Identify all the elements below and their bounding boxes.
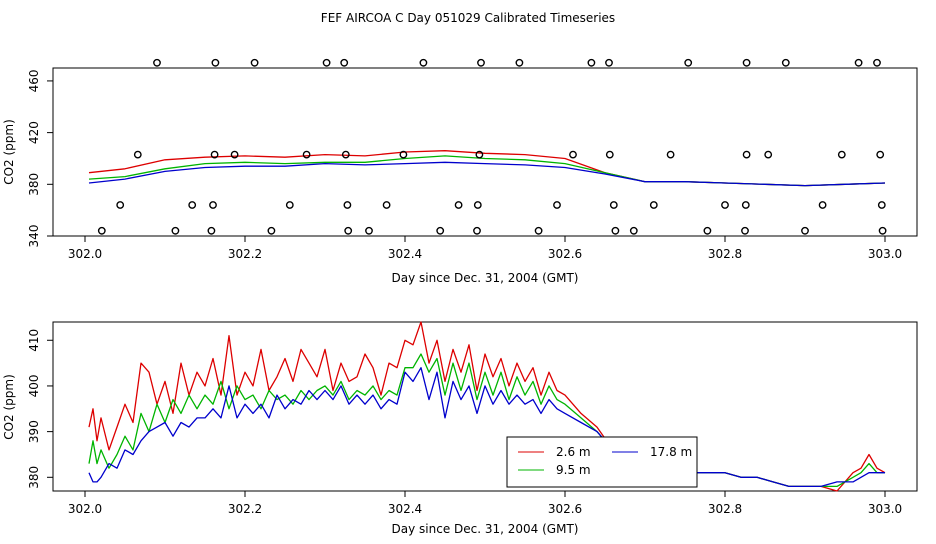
data-point-marker (741, 201, 750, 209)
data-point-marker (344, 226, 353, 235)
data-point-marker (703, 226, 712, 235)
data-point-marker (340, 58, 349, 67)
data-point-marker (250, 58, 259, 67)
data-point-marker (818, 201, 827, 209)
bottom-x-axis-label: Day since Dec. 31, 2004 (GMT) (392, 522, 579, 536)
data-point-marker (207, 226, 216, 235)
data-point-marker (97, 226, 106, 235)
x-tick-label: 302.8 (708, 247, 742, 261)
data-point-marker (605, 150, 614, 159)
data-point-marker (209, 201, 217, 209)
data-point-marker (133, 150, 142, 159)
legend: 2.6 m 9.5 m 17.8 m (506, 436, 698, 488)
x-tick-label: 302.2 (228, 247, 262, 261)
series-line-178m (88, 161, 886, 187)
top-y-axis-label: CO2 (ppm) (2, 119, 16, 185)
data-point-marker (684, 58, 693, 67)
data-point-marker (343, 201, 352, 209)
bottom-panel: 302.0 302.2 302.4 302.6 302.8 303.0 380 390 400 4… (2, 321, 918, 536)
data-point-marker (267, 226, 276, 235)
x-tick-label: 302.0 (68, 502, 102, 516)
data-point-marker (553, 201, 561, 209)
x-tick-label: 302.8 (708, 502, 742, 516)
data-point-marker (609, 201, 618, 209)
data-point-marker (419, 58, 428, 67)
data-point-marker (477, 58, 485, 67)
series-line-95m (88, 155, 886, 187)
data-point-marker (341, 150, 350, 159)
data-point-marker (876, 150, 885, 159)
data-point-marker (605, 58, 613, 67)
data-point-marker (302, 150, 311, 159)
data-point-marker (188, 201, 197, 209)
data-point-marker (587, 58, 596, 67)
data-point-marker (365, 226, 373, 235)
y-tick-label: 420 (27, 121, 41, 144)
data-point-marker (649, 201, 658, 209)
data-point-marker (666, 150, 675, 159)
data-point-marker (878, 226, 887, 235)
series-line-26m (88, 321, 886, 492)
data-point-marker (837, 150, 846, 159)
x-tick-label: 303.0 (868, 247, 902, 261)
data-point-marker (781, 58, 790, 67)
data-point-marker (611, 226, 620, 235)
chart-title: FEF AIRCOA C Day 051029 Calibrated Times… (321, 11, 615, 25)
data-point-marker (742, 58, 751, 67)
data-point-marker (515, 58, 524, 67)
x-tick-label: 302.6 (548, 247, 582, 261)
data-point-marker (873, 58, 881, 67)
data-point-marker (742, 150, 751, 159)
data-point-marker (382, 201, 391, 209)
data-point-marker (399, 150, 408, 159)
bottom-y-axis-label: CO2 (ppm) (2, 374, 16, 440)
data-point-marker (436, 226, 445, 235)
data-point-marker (211, 58, 220, 67)
data-point-marker (475, 150, 484, 159)
data-point-marker (473, 226, 481, 235)
data-point-marker (801, 226, 809, 235)
data-point-marker (230, 150, 239, 159)
legend-label-17.8m: 17.8 m (650, 445, 692, 459)
y-tick-label: 410 (27, 329, 41, 352)
data-point-marker (629, 226, 638, 235)
data-point-marker (534, 226, 543, 235)
x-tick-label: 302.0 (68, 247, 102, 261)
data-point-marker (741, 226, 749, 235)
top-plot-frame (52, 67, 918, 237)
top-panel: 302.0 302.2 302.4 302.6 302.8 303.0 340 380 420 4… (2, 58, 918, 285)
x-tick-label: 303.0 (868, 502, 902, 516)
data-point-marker (721, 201, 729, 209)
y-tick-label: 340 (27, 225, 41, 248)
data-point-marker (210, 150, 219, 159)
data-point-marker (877, 201, 886, 209)
x-tick-label: 302.4 (388, 247, 422, 261)
bottom-plot-frame (52, 321, 918, 492)
data-point-marker (153, 58, 161, 67)
x-tick-label: 302.4 (388, 502, 422, 516)
y-tick-label: 460 (27, 69, 41, 92)
legend-box (506, 436, 698, 488)
x-tick-label: 302.6 (548, 502, 582, 516)
y-tick-label: 380 (27, 466, 41, 489)
data-point-marker (854, 58, 863, 67)
top-x-axis-label: Day since Dec. 31, 2004 (GMT) (392, 271, 579, 285)
x-tick-label: 302.2 (228, 502, 262, 516)
data-point-marker (569, 150, 577, 159)
series-line-178m (88, 367, 885, 488)
data-point-marker (171, 226, 180, 235)
data-point-marker (764, 150, 773, 159)
legend-label-9.5m: 9.5 m (556, 463, 591, 477)
data-point-marker (473, 201, 482, 209)
y-tick-label: 400 (27, 374, 41, 397)
data-point-marker (285, 201, 294, 209)
data-point-marker (116, 201, 125, 209)
data-point-marker (322, 58, 331, 67)
data-point-marker (454, 201, 463, 209)
legend-label-2.6m: 2.6 m (556, 445, 591, 459)
y-tick-label: 390 (27, 420, 41, 443)
y-tick-label: 380 (27, 173, 41, 196)
